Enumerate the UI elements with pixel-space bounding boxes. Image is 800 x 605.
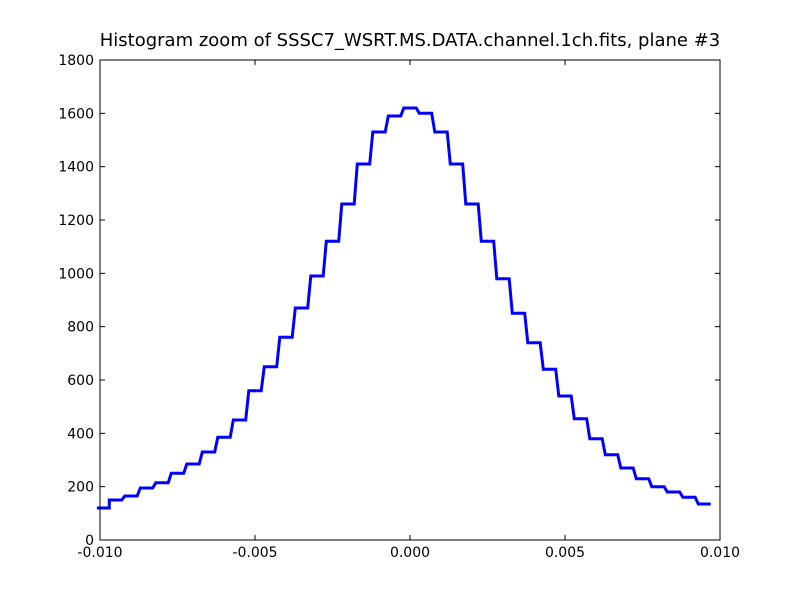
- histogram-bin-point: [424, 111, 427, 115]
- histogram-bin-point: [579, 417, 582, 421]
- plot-area: [100, 60, 720, 540]
- chart-title: Histogram zoom of SSSC7_WSRT.MS.DATA.cha…: [100, 30, 721, 51]
- y-tick-label: 1200: [58, 213, 94, 229]
- histogram-bin-point: [331, 239, 334, 243]
- histogram-bin-point: [238, 418, 241, 422]
- histogram-bin-point: [703, 502, 706, 506]
- histogram-bin-point: [253, 389, 257, 393]
- histogram-bin-point: [315, 274, 319, 278]
- histogram-bin-point: [362, 162, 365, 166]
- histogram-bin-point: [594, 437, 598, 441]
- histogram-bin-point: [470, 202, 474, 206]
- histogram-series-line: [96, 106, 711, 510]
- histogram-bin-point: [610, 453, 613, 457]
- histogram-bin-point: [656, 485, 660, 489]
- histogram-bin-point: [377, 130, 381, 134]
- x-tick-label: 0.000: [390, 545, 430, 561]
- histogram-bin-point: [393, 114, 396, 118]
- histogram-bin-point: [625, 466, 629, 470]
- histogram-bin-point: [641, 477, 644, 481]
- y-tick-label: 0: [85, 533, 94, 549]
- histogram-bin-point: [114, 498, 117, 502]
- histogram-bin-point: [269, 365, 272, 369]
- histogram-bin-point: [532, 341, 536, 345]
- histogram-bin-point: [145, 486, 148, 490]
- tick-label-layer: -0.010 -0.005 0.000 0.005 0.010 0 200 400 600 800…: [58, 53, 740, 561]
- histogram-bin-point: [439, 130, 443, 134]
- y-tick-label: 400: [67, 426, 94, 442]
- histogram-bin-point: [687, 495, 691, 499]
- histogram-bin-point: [455, 162, 458, 166]
- histogram-bin-point: [486, 239, 489, 243]
- y-tick-label: 1400: [58, 160, 94, 176]
- histogram-bin-point: [207, 450, 210, 454]
- y-tick-label: 1000: [58, 266, 94, 282]
- histogram-bin-point: [160, 481, 164, 485]
- series-layer: [96, 106, 711, 510]
- histogram-bin-point: [501, 277, 505, 281]
- histogram-bin-point: [191, 462, 195, 466]
- histogram-bin-point: [176, 471, 179, 475]
- x-tick-label: 0.010: [700, 545, 740, 561]
- x-tick-label: -0.005: [232, 545, 277, 561]
- x-tick-label: -0.010: [77, 545, 122, 561]
- histogram-bin-point: [300, 306, 303, 310]
- histogram-bin-point: [101, 506, 105, 510]
- histogram-bin-point: [408, 106, 412, 110]
- y-tick-label: 600: [67, 373, 94, 389]
- x-tick-label: 0.005: [545, 545, 585, 561]
- histogram-bin-point: [284, 335, 288, 339]
- y-tick-label: 1800: [58, 53, 94, 69]
- y-tick-label: 800: [67, 320, 94, 336]
- histogram-bin-point: [346, 202, 350, 206]
- histogram-bin-point: [548, 367, 551, 371]
- histogram-bin-point: [672, 490, 675, 494]
- histogram-bin-point: [563, 394, 567, 398]
- y-tick-label: 200: [67, 480, 94, 496]
- y-tick-label: 1600: [58, 106, 94, 122]
- plot-frame: [99, 59, 721, 541]
- histogram-bin-point: [129, 494, 133, 498]
- histogram-bin-point: [222, 435, 226, 439]
- histogram-bin-point: [517, 311, 520, 315]
